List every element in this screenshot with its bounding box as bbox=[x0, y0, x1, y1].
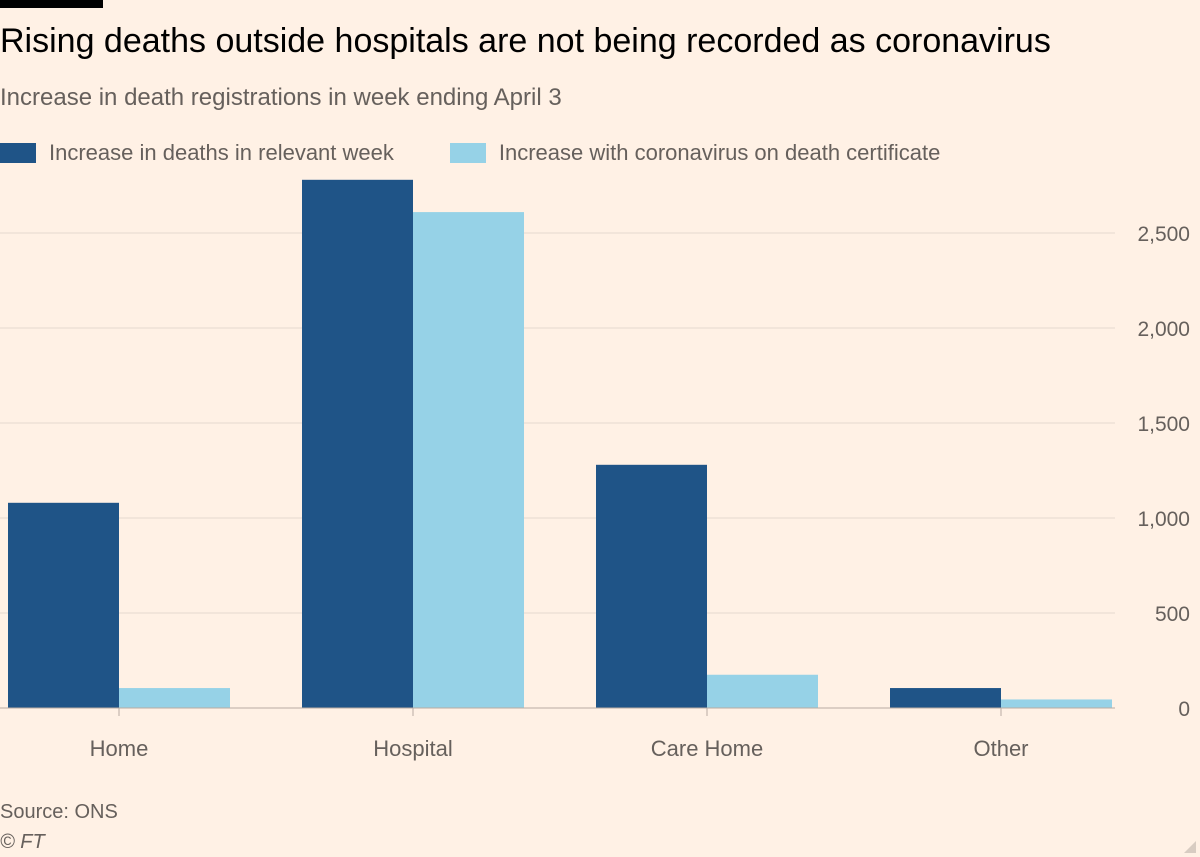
bar-coronavirus bbox=[707, 674, 818, 708]
bar-deaths bbox=[302, 179, 413, 709]
copyright-note: © FT bbox=[0, 831, 45, 853]
legend-swatch-deaths bbox=[0, 143, 36, 163]
legend-swatch-coronavirus bbox=[449, 143, 486, 163]
y-tick-label: 0 bbox=[1178, 698, 1190, 721]
source-note: Source: ONS bbox=[0, 801, 118, 823]
y-tick-label: 500 bbox=[1155, 603, 1190, 626]
brand-top-bar bbox=[0, 0, 103, 8]
bar-deaths bbox=[890, 688, 1001, 708]
y-tick-label: 2,500 bbox=[1137, 223, 1190, 246]
legend-label-deaths: Increase in deaths in relevant week bbox=[49, 140, 394, 165]
legend-label-coronavirus: Increase with coronavirus on death certi… bbox=[498, 140, 941, 165]
x-tick-label: Home bbox=[90, 736, 149, 761]
bar-coronavirus bbox=[119, 688, 230, 708]
x-tick-label: Other bbox=[973, 736, 1028, 761]
x-tick-label: Hospital bbox=[373, 736, 452, 761]
x-tick-label: Care Home bbox=[651, 736, 763, 761]
y-tick-label: 2,000 bbox=[1137, 318, 1190, 341]
bar-deaths bbox=[8, 502, 119, 708]
y-tick-label: 1,000 bbox=[1137, 508, 1190, 531]
chart-title: Rising deaths outside hospitals are not … bbox=[0, 22, 1051, 60]
bar-deaths bbox=[596, 464, 707, 708]
legend-item-coronavirus: Increase with coronavirus on death certi… bbox=[449, 140, 941, 166]
y-tick-label: 1,500 bbox=[1137, 413, 1190, 436]
bar-coronavirus bbox=[1001, 699, 1112, 708]
legend: Increase in deaths in relevant week Incr… bbox=[0, 138, 940, 168]
bar-chart: 0 500 1,000 1,500 2,000 2,500 Home Hospital Care… bbox=[0, 179, 1190, 761]
legend-item-deaths: Increase in deaths in relevant week bbox=[0, 140, 394, 166]
bar-coronavirus bbox=[413, 212, 524, 708]
chart-subtitle: Increase in death registrations in week … bbox=[0, 84, 562, 111]
resize-grip-icon bbox=[1184, 841, 1196, 853]
